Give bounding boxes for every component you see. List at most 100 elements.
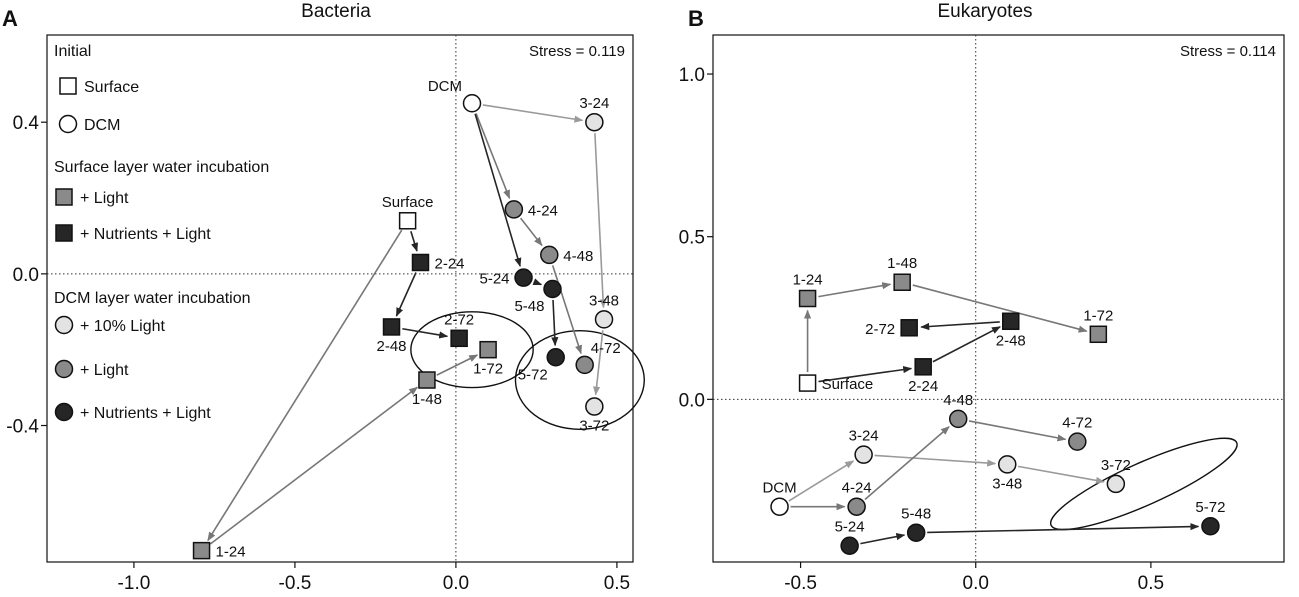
x-tick-label: 0.5 — [1138, 573, 1164, 594]
point-label-1-24: 1-24 — [793, 272, 823, 289]
point-label-DCM: DCM — [428, 78, 462, 95]
panel-a-frame — [46, 34, 634, 563]
trajectory-arrow-2-48-to-2-72 — [920, 321, 1000, 331]
trajectory-arrow-Surface-to-2-24 — [818, 366, 913, 383]
cluster-ellipse — [514, 330, 645, 431]
trajectory-arrow-3-24-to-3-48 — [874, 454, 997, 467]
panel-a-axes: -1.0 -0.5 0.0 0.5 0.4 0.0 -0.4 — [6, 113, 630, 594]
point-label-5-24: 5-24 — [835, 519, 865, 536]
point-circle-5-72 — [1201, 516, 1220, 536]
point-label-1-72: 1-72 — [1083, 307, 1113, 324]
panel-b-letter: B — [688, 6, 704, 31]
point-circle-DCM — [770, 497, 789, 516]
point-square-1-24 — [192, 541, 211, 560]
point-square-2-24 — [411, 253, 430, 272]
panel-a-points — [192, 93, 614, 560]
panel-b-frame — [712, 34, 1285, 563]
x-tick-label: -0.5 — [279, 573, 312, 594]
trajectory-arrow-2-48-to-2-72 — [402, 327, 449, 339]
legend-label-dcm-light: + Light — [80, 362, 129, 379]
y-tick-label: -0.4 — [6, 417, 39, 438]
legend-heading-initial: Initial — [54, 43, 91, 60]
point-circle-5-24 — [514, 268, 533, 287]
point-label-4-48: 4-48 — [563, 248, 593, 265]
point-label-3-48: 3-48 — [589, 292, 619, 309]
point-circle-4-48 — [948, 409, 968, 429]
point-label-4-72: 4-72 — [591, 340, 621, 357]
point-label-3-72: 3-72 — [1101, 457, 1131, 474]
point-label-5-72: 5-72 — [518, 366, 548, 383]
point-square-1-48 — [893, 273, 911, 291]
point-label-4-24: 4-24 — [842, 480, 872, 497]
legend-swatch-dcm-light — [54, 359, 74, 379]
point-label-3-72: 3-72 — [579, 418, 609, 435]
eukaryotes-panel: B Eukaryotes Stress = 0.114 -0.5 0.0 0.5 1.… — [679, 1, 1285, 594]
point-circle-4-72 — [1068, 432, 1087, 451]
legend-label-dcm: DCM — [84, 117, 120, 134]
panel-b-ellipses — [1049, 437, 1238, 531]
trajectory-arrow-5-24-to-5-48 — [860, 533, 906, 545]
trajectory-arrow-4-24-to-4-48 — [519, 217, 543, 247]
x-tick-label: -1.0 — [118, 573, 151, 594]
point-square-1-24 — [798, 289, 817, 308]
trajectory-arrow-3-48-to-3-72 — [1017, 465, 1105, 484]
y-tick-label: 1.0 — [679, 65, 705, 86]
point-circle-3-72 — [585, 397, 604, 416]
point-square-2-48 — [1002, 312, 1020, 331]
point-label-2-48: 2-48 — [996, 332, 1026, 349]
point-square-1-72 — [479, 340, 497, 359]
legend: Initial Surface DCM Surface layer water … — [54, 43, 269, 422]
point-circle-4-24 — [504, 200, 524, 219]
point-square-Surface — [798, 374, 817, 392]
legend-label-surface-light: + Light — [80, 190, 129, 207]
point-circle-5-72 — [546, 348, 565, 367]
point-circle-5-48 — [543, 279, 562, 299]
trajectory-arrow-5-24-to-5-48 — [532, 278, 543, 286]
legend-heading-dcm-incubation: DCM layer water incubation — [54, 290, 251, 307]
trajectory-arrow-Surface-to-1-24 — [207, 229, 403, 542]
trajectory-arrow-5-48-to-5-72 — [551, 299, 559, 347]
panel-b-axes: -0.5 0.0 0.5 1.0 0.5 0.0 — [679, 65, 1165, 594]
point-label-3-24: 3-24 — [849, 428, 879, 445]
point-label-1-72: 1-72 — [473, 361, 503, 378]
legend-swatch-dcm-10-light — [54, 315, 74, 335]
panel-b-reference-lines — [713, 35, 1284, 562]
trajectory-arrow-1-48-to-1-72 — [912, 284, 1088, 333]
x-tick-label: 0.0 — [963, 573, 989, 594]
point-circle-3-24 — [854, 445, 873, 464]
trajectory-arrow-DCM-to-3-24 — [788, 460, 855, 502]
point-label-1-48: 1-48 — [412, 391, 442, 408]
legend-swatch-surface — [59, 77, 77, 95]
legend-label-surface: Surface — [84, 79, 139, 96]
x-tick-label: -0.5 — [784, 573, 817, 594]
trajectory-arrow-2-24-to-2-48 — [395, 272, 417, 317]
point-label-Surface: Surface — [382, 194, 434, 211]
point-circle-5-24 — [840, 536, 859, 555]
trajectory-arrow-DCM-to-3-24 — [482, 104, 584, 123]
trajectory-arrow-DCM-to-5-24 — [474, 113, 522, 268]
cluster-ellipse — [1049, 437, 1238, 531]
point-label-1-48: 1-48 — [887, 255, 917, 272]
trajectory-arrow-1-48-to-1-72 — [436, 354, 479, 376]
panel-a-title: Bacteria — [301, 1, 371, 22]
panel-b-stress: Stress = 0.114 — [1180, 43, 1276, 60]
panel-b-title: Eukaryotes — [937, 1, 1032, 22]
panel-b-point-labels: Surface DCM 1-24 1-48 1-72 2-24 2-48 2-72 3-24 3-… — [762, 255, 1225, 536]
legend-swatch-surface-light — [55, 188, 73, 206]
point-square-Surface — [398, 212, 417, 230]
point-circle-5-48 — [906, 523, 926, 542]
point-label-2-24: 2-24 — [908, 378, 938, 395]
point-square-2-72 — [450, 329, 468, 348]
point-square-1-72 — [1089, 325, 1108, 344]
point-square-2-72 — [900, 319, 918, 337]
legend-swatch-dcm — [58, 114, 78, 134]
trajectory-arrow-DCM-to-4-24 — [475, 113, 511, 200]
point-label-Surface: Surface — [822, 376, 874, 393]
trajectory-arrow-Surface-to-2-24 — [410, 231, 419, 252]
point-label-4-72: 4-72 — [1062, 415, 1092, 432]
point-label-2-48: 2-48 — [377, 338, 407, 355]
legend-label-surface-nutrients-light: + Nutrients + Light — [80, 226, 211, 243]
panel-a-stress: Stress = 0.119 — [529, 43, 625, 60]
point-label-5-72: 5-72 — [1195, 499, 1225, 516]
